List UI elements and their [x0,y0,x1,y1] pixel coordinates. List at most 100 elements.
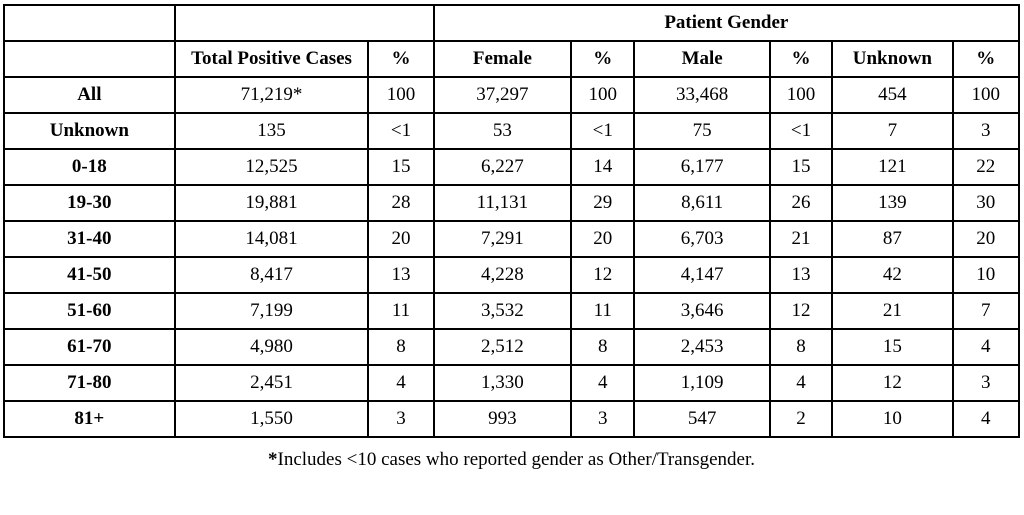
patient-gender-table: Patient Gender Total Positive Cases% Fema… [3,4,1021,438]
data-cell: 20 [570,220,636,258]
data-cell: 8 [367,328,435,366]
data-cell: 4 [570,364,636,402]
age-group-label: 0-18 [3,148,176,186]
data-cell: 15 [768,148,834,186]
data-cell: 2,453 [633,328,771,366]
data-cell: 33,468 [633,76,771,114]
age-group-label: 51-60 [3,292,176,330]
data-cell: 6,703 [633,220,771,258]
data-cell: 1,550 [173,400,370,438]
data-cell: 30 [951,184,1021,222]
table-row: 31-40 14,081 20 7,291 20 6,703 21 87 20 [3,220,1021,258]
row-label-header-empty [3,40,176,78]
data-cell: 13 [768,256,834,294]
data-cell: 22 [951,148,1021,186]
data-cell: 100 [768,76,834,114]
column-header: % [570,40,636,78]
table-row: 71-80 2,451 4 1,330 4 1,109 4 12 3 [3,364,1021,402]
data-cell: 42 [831,256,954,294]
data-cell: <1 [570,112,636,150]
table-row: All 71,219* 100 37,297 100 33,468 100 454 100 [3,76,1021,114]
column-header: Unknown [831,40,954,78]
data-cell: 4 [951,400,1021,438]
corner-empty-cell [3,4,176,42]
data-cell: 454 [831,76,954,114]
table-row: 41-50 8,417 13 4,228 12 4,147 13 42 10 [3,256,1021,294]
data-cell: 7 [951,292,1021,330]
data-cell: 26 [768,184,834,222]
data-cell: 12 [570,256,636,294]
table-row: 81+ 1,550 3 993 3 547 2 10 4 [3,400,1021,438]
age-group-label: Unknown [3,112,176,150]
data-cell: 7 [831,112,954,150]
data-cell: 3 [951,112,1021,150]
data-cell: 121 [831,148,954,186]
data-cell: 2,512 [432,328,573,366]
data-cell: 21 [831,292,954,330]
footnote-asterisk: * [268,449,278,470]
age-group-label: 31-40 [3,220,176,258]
data-cell: 71,219* [173,76,370,114]
data-cell: 3,532 [432,292,573,330]
data-cell: 4 [768,364,834,402]
data-cell: 4 [951,328,1021,366]
age-group-label: All [3,76,176,114]
data-cell: 7,199 [173,292,370,330]
data-cell: 19,881 [173,184,370,222]
age-group-label: 81+ [3,400,176,438]
data-cell: 2,451 [173,364,370,402]
data-cell: 10 [831,400,954,438]
data-cell: 6,177 [633,148,771,186]
data-cell: <1 [367,112,435,150]
data-cell: 3,646 [633,292,771,330]
age-group-label: 19-30 [3,184,176,222]
data-cell: 100 [570,76,636,114]
data-cell: <1 [768,112,834,150]
data-cell: 8 [570,328,636,366]
data-cell: 3 [367,400,435,438]
table-row: 61-70 4,980 8 2,512 8 2,453 8 15 4 [3,328,1021,366]
data-cell: 1,330 [432,364,573,402]
data-cell: 12 [831,364,954,402]
data-cell: 8,611 [633,184,771,222]
data-cell: 11,131 [432,184,573,222]
data-cell: 4,147 [633,256,771,294]
data-cell: 3 [570,400,636,438]
data-cell: 75 [633,112,771,150]
data-cell: 11 [570,292,636,330]
data-cell: 4 [367,364,435,402]
data-cell: 4,980 [173,328,370,366]
data-cell: 4,228 [432,256,573,294]
column-header: Female [432,40,573,78]
data-cell: 14 [570,148,636,186]
total-cases-group-empty-cell [173,4,435,42]
data-cell: 15 [831,328,954,366]
data-cell: 87 [831,220,954,258]
data-cell: 15 [367,148,435,186]
age-group-label: 61-70 [3,328,176,366]
column-header-row: Total Positive Cases% Female% Male% Unknown… [3,40,1021,78]
data-cell: 139 [831,184,954,222]
data-cell: 100 [367,76,435,114]
data-cell: 8,417 [173,256,370,294]
group-header-row: Patient Gender [3,4,1021,42]
data-cell: 14,081 [173,220,370,258]
data-cell: 12 [768,292,834,330]
data-cell: 135 [173,112,370,150]
data-cell: 2 [768,400,834,438]
column-header: % [951,40,1021,78]
footnote-text: Includes <10 cases who reported gender a… [277,449,756,470]
data-cell: 53 [432,112,573,150]
data-cell: 993 [432,400,573,438]
data-cell: 100 [951,76,1021,114]
data-cell: 20 [951,220,1021,258]
table-footnote: *Includes <10 cases who reported gender … [3,449,1020,471]
data-cell: 37,297 [432,76,573,114]
data-cell: 28 [367,184,435,222]
data-cell: 13 [367,256,435,294]
data-cell: 6,227 [432,148,573,186]
age-group-label: 71-80 [3,364,176,402]
table-row: 51-60 7,199 11 3,532 11 3,646 12 21 7 [3,292,1021,330]
table-row: 19-30 19,881 28 11,131 29 8,611 26 139 30 [3,184,1021,222]
